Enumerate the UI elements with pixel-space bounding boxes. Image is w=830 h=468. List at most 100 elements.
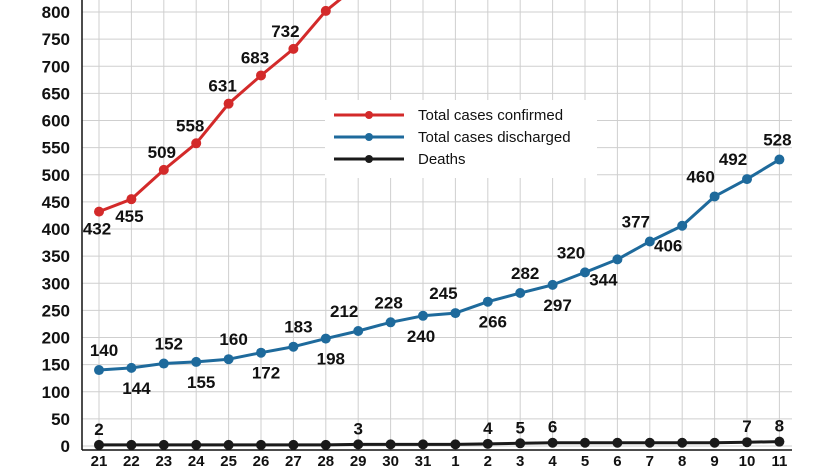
total-cases-discharged-point xyxy=(742,174,752,185)
total-cases-discharged-point xyxy=(385,317,396,328)
deaths-point xyxy=(191,439,202,450)
total-cases-confirmed-data-label: 455 xyxy=(115,207,143,226)
total-cases-discharged-data-label: 492 xyxy=(719,150,747,169)
y-tick-label: 250 xyxy=(42,301,70,320)
total-cases-discharged-point xyxy=(94,365,104,376)
x-tick-label: 1 xyxy=(451,453,459,468)
total-cases-confirmed-data-label: 558 xyxy=(176,116,204,135)
total-cases-discharged-data-label: 266 xyxy=(479,313,507,332)
legend-label-total-cases-confirmed: Total cases confirmed xyxy=(418,107,563,124)
y-tick-label: 50 xyxy=(51,410,70,429)
total-cases-discharged-point xyxy=(191,356,202,367)
x-tick-label: 23 xyxy=(155,453,172,468)
total-cases-discharged-data-label: 240 xyxy=(407,327,435,346)
deaths-point xyxy=(450,439,461,450)
total-cases-discharged-point xyxy=(126,362,137,373)
deaths-point xyxy=(353,439,364,450)
deaths-point xyxy=(126,439,137,450)
total-cases-discharged-point xyxy=(288,341,299,352)
series-lines xyxy=(94,0,785,450)
total-cases-confirmed-point xyxy=(256,70,266,81)
total-cases-confirmed-point xyxy=(223,98,234,109)
x-tick-label: 28 xyxy=(317,453,334,468)
y-tick-label: 550 xyxy=(42,139,70,158)
total-cases-confirmed-data-label: 802 xyxy=(306,0,334,3)
legend-marker-deaths xyxy=(365,155,373,163)
y-tick-label: 150 xyxy=(42,356,70,375)
deaths-point xyxy=(385,439,396,450)
x-tick-label: 4 xyxy=(548,453,557,468)
total-cases-discharged-data-label: 377 xyxy=(622,212,650,231)
deaths-point xyxy=(158,439,169,450)
total-cases-confirmed-data-label: 732 xyxy=(271,22,299,41)
y-tick-label: 500 xyxy=(42,166,70,185)
total-cases-discharged-point xyxy=(256,347,266,358)
x-tick-label: 27 xyxy=(285,453,302,468)
y-tick-label: 300 xyxy=(42,274,70,293)
y-tick-label: 400 xyxy=(42,220,70,239)
x-tick-label: 25 xyxy=(220,453,237,468)
deaths-point xyxy=(223,439,234,450)
y-tick-label: 650 xyxy=(42,84,70,103)
deaths-data-label: 5 xyxy=(515,418,524,437)
total-cases-discharged-data-label: 245 xyxy=(429,284,457,303)
total-cases-discharged-point xyxy=(677,220,688,231)
y-tick-label: 800 xyxy=(42,3,70,22)
total-cases-discharged-data-label: 160 xyxy=(219,330,247,349)
legend-label-deaths: Deaths xyxy=(418,151,466,168)
total-cases-discharged-point xyxy=(644,236,655,247)
x-tick-label: 24 xyxy=(188,453,205,468)
total-cases-discharged-line xyxy=(98,158,781,372)
total-cases-discharged-data-label: 183 xyxy=(284,318,312,337)
total-cases-discharged-point xyxy=(223,354,234,365)
total-cases-discharged-data-label: 172 xyxy=(252,364,280,383)
x-tick-label: 11 xyxy=(771,453,787,468)
total-cases-discharged-point xyxy=(774,154,785,165)
x-tick-label: 8 xyxy=(678,453,686,468)
deaths-point xyxy=(580,437,590,448)
total-cases-discharged-point xyxy=(158,358,169,369)
legend-marker-total-cases-confirmed xyxy=(365,111,373,119)
total-cases-confirmed-data-label: 631 xyxy=(208,77,236,96)
total-cases-discharged-point xyxy=(482,296,493,307)
total-cases-discharged-data-label: 152 xyxy=(155,335,183,354)
deaths-point xyxy=(418,439,428,450)
total-cases-discharged-point xyxy=(580,267,590,278)
y-tick-label: 350 xyxy=(42,247,70,266)
deaths-data-label: 2 xyxy=(94,420,103,439)
total-cases-discharged-data-label: 320 xyxy=(557,243,585,262)
total-cases-discharged-point xyxy=(353,325,364,336)
total-cases-confirmed-point xyxy=(191,138,202,149)
x-tick-label: 21 xyxy=(91,453,108,468)
legend-label-total-cases-discharged: Total cases discharged xyxy=(418,129,571,146)
deaths-point xyxy=(288,439,299,450)
y-tick-label: 700 xyxy=(42,57,70,76)
total-cases-discharged-point xyxy=(515,288,526,299)
x-tick-label: 5 xyxy=(581,453,589,468)
deaths-point xyxy=(644,437,655,448)
deaths-point xyxy=(774,436,785,447)
x-tick-label: 3 xyxy=(516,453,524,468)
deaths-point xyxy=(677,437,688,448)
data-labels: 4324555095586316837328021401441521551601… xyxy=(83,0,792,439)
total-cases-discharged-data-label: 212 xyxy=(330,302,358,321)
deaths-point xyxy=(612,437,623,448)
deaths-data-label: 7 xyxy=(742,417,751,436)
x-tick-label: 7 xyxy=(646,453,654,468)
x-axis: 21 22 23 24 25 26 27 28 29 30 31 1 2 3 4 5 6 7 8 9 10 11 xyxy=(82,449,792,468)
deaths-data-label: 3 xyxy=(353,419,362,438)
total-cases-confirmed-point xyxy=(126,194,137,205)
total-cases-discharged-data-label: 144 xyxy=(122,379,151,398)
deaths-point xyxy=(94,439,104,450)
total-cases-discharged-point xyxy=(612,254,623,265)
total-cases-discharged-point xyxy=(418,310,428,321)
total-cases-confirmed-point xyxy=(320,5,331,16)
total-cases-discharged-data-label: 406 xyxy=(654,237,682,256)
x-tick-label: 10 xyxy=(739,453,756,468)
x-tick-label: 2 xyxy=(484,453,492,468)
deaths-data-label: 4 xyxy=(483,419,493,438)
total-cases-confirmed-point xyxy=(158,164,169,175)
total-cases-discharged-data-label: 344 xyxy=(589,270,618,289)
total-cases-discharged-data-label: 528 xyxy=(763,131,791,150)
